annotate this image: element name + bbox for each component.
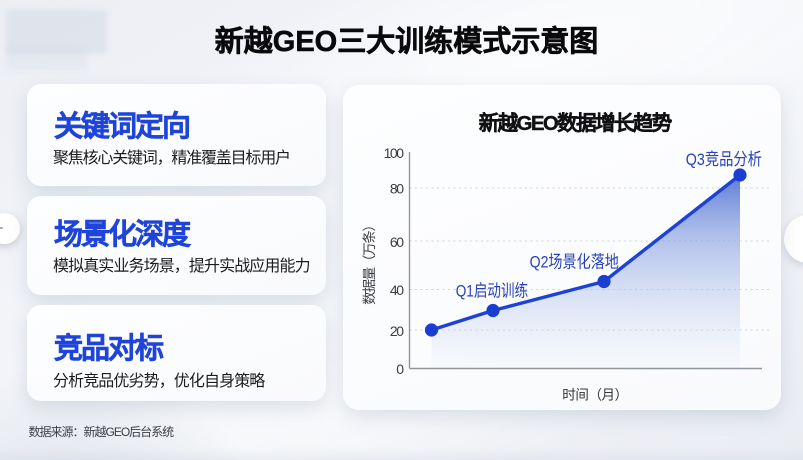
svg-text:60: 60 (390, 234, 404, 250)
svg-text:Q1启动训练: Q1启动训练 (456, 281, 528, 301)
svg-text:数据量（万条）: 数据量（万条） (361, 219, 377, 304)
svg-text:Q3竞品分析: Q3竞品分析 (686, 150, 762, 169)
svg-text:100: 100 (384, 145, 405, 161)
svg-text:80: 80 (390, 181, 404, 197)
svg-text:时间（月）: 时间（月） (562, 388, 628, 403)
svg-text:40: 40 (390, 282, 404, 298)
svg-text:Q2场景化落地: Q2场景化落地 (530, 252, 620, 272)
svg-text:20: 20 (390, 323, 404, 339)
svg-text:0: 0 (396, 361, 404, 377)
